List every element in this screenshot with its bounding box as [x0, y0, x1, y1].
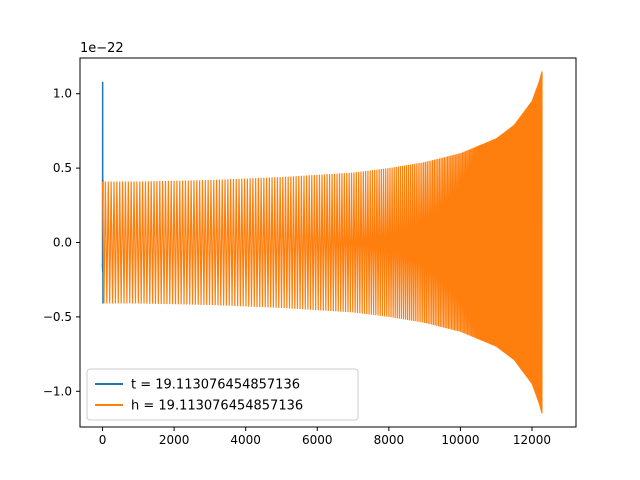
legend-label: h = 19.113076454857136	[131, 399, 303, 414]
y-tick-label: −1.0	[43, 384, 72, 398]
y-axis-offset-label: 1e−22	[80, 41, 124, 56]
y-tick-label: 1.0	[53, 87, 72, 101]
y-tick-label: −0.5	[43, 310, 72, 324]
legend: t = 19.113076454857136 h = 19.11307645485…	[86, 368, 359, 421]
legend-label: t = 19.113076454857136	[131, 378, 300, 393]
x-tick-label: 8000	[374, 433, 405, 447]
axis-ticks: 0 2000 4000 6000 8000 10000 12000 −1.0 −0.5 0.0 0.…	[43, 87, 551, 447]
y-tick-label: 0.5	[53, 161, 72, 175]
x-tick-label: 4000	[230, 433, 261, 447]
x-tick-label: 0	[99, 433, 107, 447]
x-tick-label: 2000	[159, 433, 190, 447]
x-tick-label: 6000	[302, 433, 333, 447]
plot-area	[101, 71, 543, 414]
legend-box	[86, 368, 359, 421]
x-tick-label: 10000	[441, 433, 479, 447]
x-tick-label: 12000	[513, 433, 551, 447]
series-h-line	[101, 71, 543, 414]
y-tick-label: 0.0	[53, 236, 72, 250]
